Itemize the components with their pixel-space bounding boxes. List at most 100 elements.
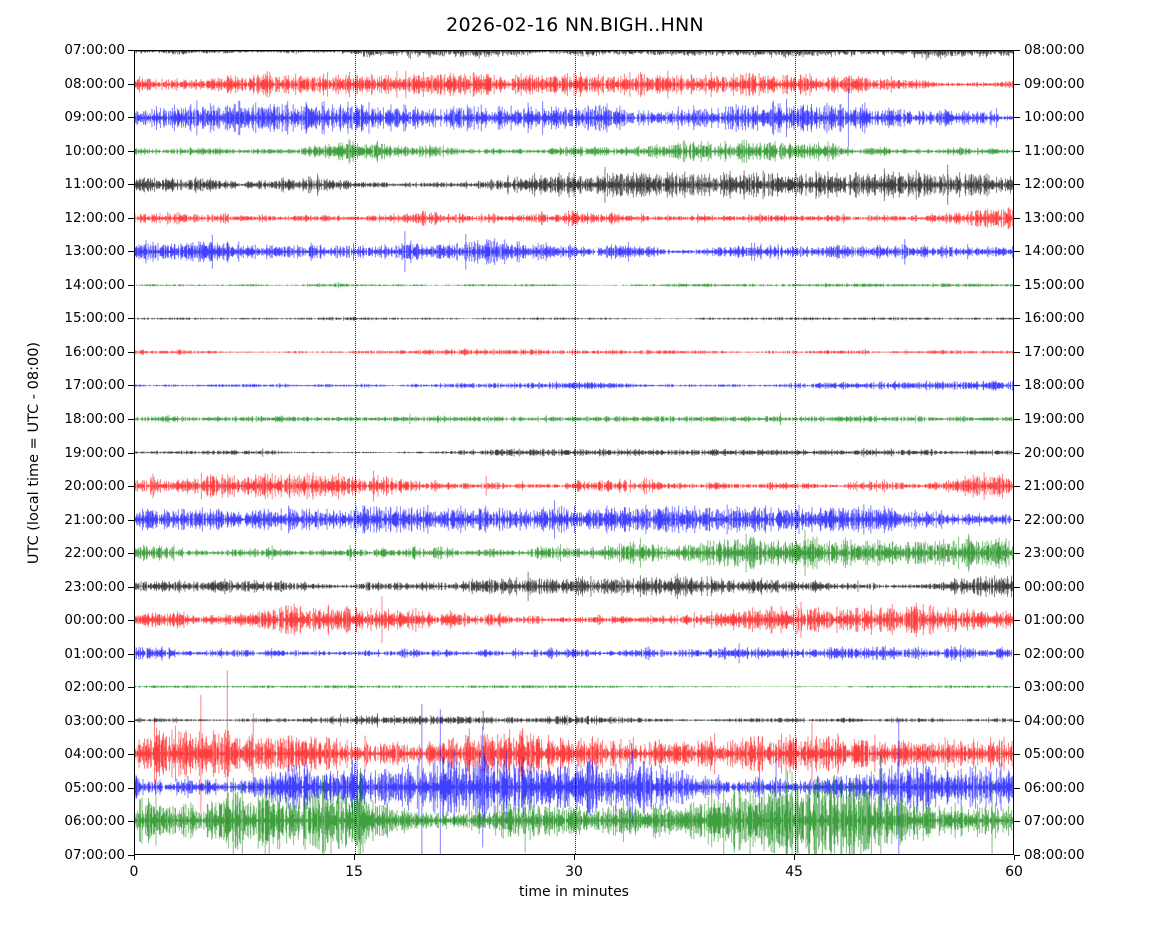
y-label-left-16: 23:00:00 — [64, 578, 125, 595]
seismic-traces-canvas — [135, 51, 1013, 854]
y-label-left-13: 20:00:00 — [64, 478, 125, 495]
y-tick-right-16 — [1014, 586, 1020, 588]
y-label-right-5: 13:00:00 — [1024, 209, 1085, 226]
y-label-right-22: 06:00:00 — [1024, 779, 1085, 796]
y-axis-title: UTC (local time = UTC - 08:00) — [26, 341, 42, 564]
y-tick-left-18 — [128, 653, 134, 655]
y-tick-left-1 — [128, 83, 134, 85]
y-tick-left-12 — [128, 452, 134, 454]
y-tick-left-6 — [128, 251, 134, 253]
y-label-right-14: 22:00:00 — [1024, 511, 1085, 528]
y-tick-left-9 — [128, 351, 134, 353]
y-label-right-10: 18:00:00 — [1024, 377, 1085, 394]
y-tick-left-21 — [128, 754, 134, 756]
y-label-right-1: 09:00:00 — [1024, 75, 1085, 92]
y-tick-right-24 — [1014, 855, 1020, 856]
x-label-15: 15 — [345, 864, 363, 880]
y-tick-right-2 — [1014, 117, 1020, 119]
trace-clip-region — [135, 51, 1013, 854]
x-label-30: 30 — [565, 864, 583, 880]
y-label-left-19: 02:00:00 — [64, 679, 125, 696]
y-label-right-13: 21:00:00 — [1024, 478, 1085, 495]
y-label-left-15: 22:00:00 — [64, 545, 125, 562]
y-label-right-20: 04:00:00 — [1024, 712, 1085, 729]
y-label-left-14: 21:00:00 — [64, 511, 125, 528]
y-tick-left-10 — [128, 385, 134, 387]
y-tick-left-14 — [128, 519, 134, 521]
y-label-left-22: 05:00:00 — [64, 779, 125, 796]
y-label-left-21: 04:00:00 — [64, 746, 125, 763]
y-tick-right-23 — [1014, 821, 1020, 823]
y-tick-right-13 — [1014, 486, 1020, 488]
y-tick-left-16 — [128, 586, 134, 588]
y-tick-left-11 — [128, 418, 134, 420]
y-label-left-11: 18:00:00 — [64, 410, 125, 427]
y-label-right-4: 12:00:00 — [1024, 176, 1085, 193]
y-tick-right-10 — [1014, 385, 1020, 387]
y-tick-right-18 — [1014, 653, 1020, 655]
y-tick-right-20 — [1014, 720, 1020, 722]
y-tick-left-7 — [128, 284, 134, 286]
y-tick-right-4 — [1014, 184, 1020, 186]
y-tick-left-24 — [128, 855, 134, 856]
y-label-right-0: 08:00:00 — [1024, 42, 1085, 58]
x-tick-0 — [134, 855, 135, 860]
y-label-left-8: 15:00:00 — [64, 310, 125, 327]
y-label-right-6: 14:00:00 — [1024, 243, 1085, 260]
y-tick-left-20 — [128, 720, 134, 722]
x-tick-15 — [354, 855, 355, 860]
y-tick-left-22 — [128, 787, 134, 789]
y-tick-left-15 — [128, 553, 134, 555]
y-tick-left-8 — [128, 318, 134, 320]
y-tick-right-0 — [1014, 50, 1020, 51]
y-tick-left-5 — [128, 217, 134, 219]
y-label-right-7: 15:00:00 — [1024, 276, 1085, 293]
y-label-right-16: 00:00:00 — [1024, 578, 1085, 595]
y-tick-right-15 — [1014, 553, 1020, 555]
y-label-left-18: 01:00:00 — [64, 645, 125, 662]
y-label-right-3: 11:00:00 — [1024, 142, 1085, 159]
y-label-left-3: 10:00:00 — [64, 142, 125, 159]
y-label-left-12: 19:00:00 — [64, 444, 125, 461]
y-label-left-10: 17:00:00 — [64, 377, 125, 394]
y-tick-right-11 — [1014, 418, 1020, 420]
y-label-left-2: 09:00:00 — [64, 109, 125, 126]
x-label-0: 0 — [129, 864, 139, 880]
x-axis-title: time in minutes — [519, 884, 629, 900]
y-label-right-2: 10:00:00 — [1024, 109, 1085, 126]
y-tick-right-5 — [1014, 217, 1020, 219]
y-label-left-24: 07:00:00 — [64, 847, 125, 863]
y-tick-right-3 — [1014, 150, 1020, 152]
y-label-right-23: 07:00:00 — [1024, 813, 1085, 830]
y-label-left-0: 07:00:00 — [64, 42, 125, 58]
y-label-right-8: 16:00:00 — [1024, 310, 1085, 327]
y-tick-right-12 — [1014, 452, 1020, 454]
y-label-left-17: 00:00:00 — [64, 612, 125, 629]
y-label-right-17: 01:00:00 — [1024, 612, 1085, 629]
y-tick-left-3 — [128, 150, 134, 152]
y-tick-right-6 — [1014, 251, 1020, 253]
y-label-right-12: 20:00:00 — [1024, 444, 1085, 461]
y-label-right-15: 23:00:00 — [1024, 545, 1085, 562]
y-tick-left-0 — [128, 50, 134, 51]
x-label-45: 45 — [785, 864, 803, 880]
y-label-left-1: 08:00:00 — [64, 75, 125, 92]
y-tick-right-21 — [1014, 754, 1020, 756]
y-label-left-20: 03:00:00 — [64, 712, 125, 729]
y-tick-left-2 — [128, 117, 134, 119]
y-label-left-5: 12:00:00 — [64, 209, 125, 226]
y-label-right-24: 08:00:00 — [1024, 847, 1085, 863]
y-tick-left-19 — [128, 687, 134, 689]
y-label-left-6: 13:00:00 — [64, 243, 125, 260]
x-tick-60 — [1014, 855, 1015, 860]
y-label-left-9: 16:00:00 — [64, 343, 125, 360]
y-label-left-4: 11:00:00 — [64, 176, 125, 193]
y-tick-right-9 — [1014, 351, 1020, 353]
plot-axes[interactable] — [134, 50, 1014, 855]
page-title: 2026-02-16 NN.BIGH..HNN — [446, 14, 704, 36]
y-label-right-11: 19:00:00 — [1024, 410, 1085, 427]
y-tick-left-23 — [128, 821, 134, 823]
y-tick-left-17 — [128, 620, 134, 622]
y-tick-right-22 — [1014, 787, 1020, 789]
